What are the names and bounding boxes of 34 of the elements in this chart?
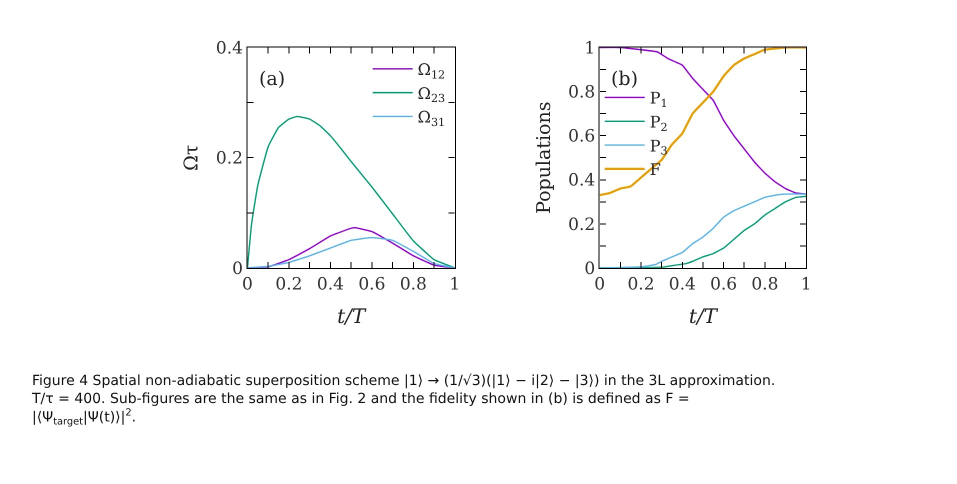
- y-tick-label: 0.6: [568, 126, 596, 147]
- legend-label: P$_{3}$: [650, 136, 668, 158]
- x-tick-label: 1: [449, 274, 460, 294]
- annotation: (a): [259, 68, 286, 90]
- caption: Figure 4 Spatial non-adiabatic superposition scheme |1⟩ → (1/√3)(|1⟩ − i|2⟩ − |3⟩) in the 3L approximation. T/τ = 400. Sub-figures are the same as in Fig. 2 and the fidelity shown in (b) is defined as F = |⟨Ψ$_{target}$|Ψ(t)⟩|$^{2}$.: [31, 373, 776, 428]
- legend-label: Ω$_{23}$: [418, 84, 446, 106]
- line-series: [247, 236, 455, 268]
- legend-label: F: [650, 160, 661, 180]
- x-axis-title: t/T: [688, 304, 719, 328]
- y-tick-label: 0: [232, 258, 243, 279]
- legend-label: Ω$_{12}$: [418, 60, 446, 82]
- x-tick-label: 0.6: [358, 274, 386, 294]
- legend-label: Ω$_{31}$: [418, 108, 446, 130]
- x-tick-label: 0.8: [400, 274, 427, 294]
- x-tick-label: 0.4: [316, 274, 344, 294]
- x-tick-label: 0.2: [275, 274, 302, 294]
- x-tick-label: 1: [800, 274, 812, 294]
- y-tick-label: 0.2: [568, 214, 596, 235]
- y-axis-title: Populations: [533, 102, 556, 214]
- y-tick-label: 0.4: [216, 38, 243, 58]
- y-tick-label: 1: [584, 38, 596, 58]
- y-axis-title: Ωτ: [180, 144, 203, 171]
- x-tick-label: 0.6: [710, 274, 738, 294]
- y-tick-label: 0: [584, 258, 596, 279]
- x-tick-label: 0.8: [751, 274, 778, 294]
- y-tick-label: 0.2: [216, 148, 243, 169]
- y-tick-label: 0.8: [568, 82, 596, 103]
- x-tick-label: 0.4: [668, 274, 696, 294]
- legend-label: P$_{2}$: [650, 112, 668, 134]
- y-tick-label: 0.4: [568, 170, 596, 191]
- annotation: (b): [611, 68, 638, 90]
- x-axis-title: t/T: [337, 304, 367, 328]
- x-tick-label: 0.2: [627, 274, 655, 294]
- legend-label: P$_{1}$: [650, 88, 668, 110]
